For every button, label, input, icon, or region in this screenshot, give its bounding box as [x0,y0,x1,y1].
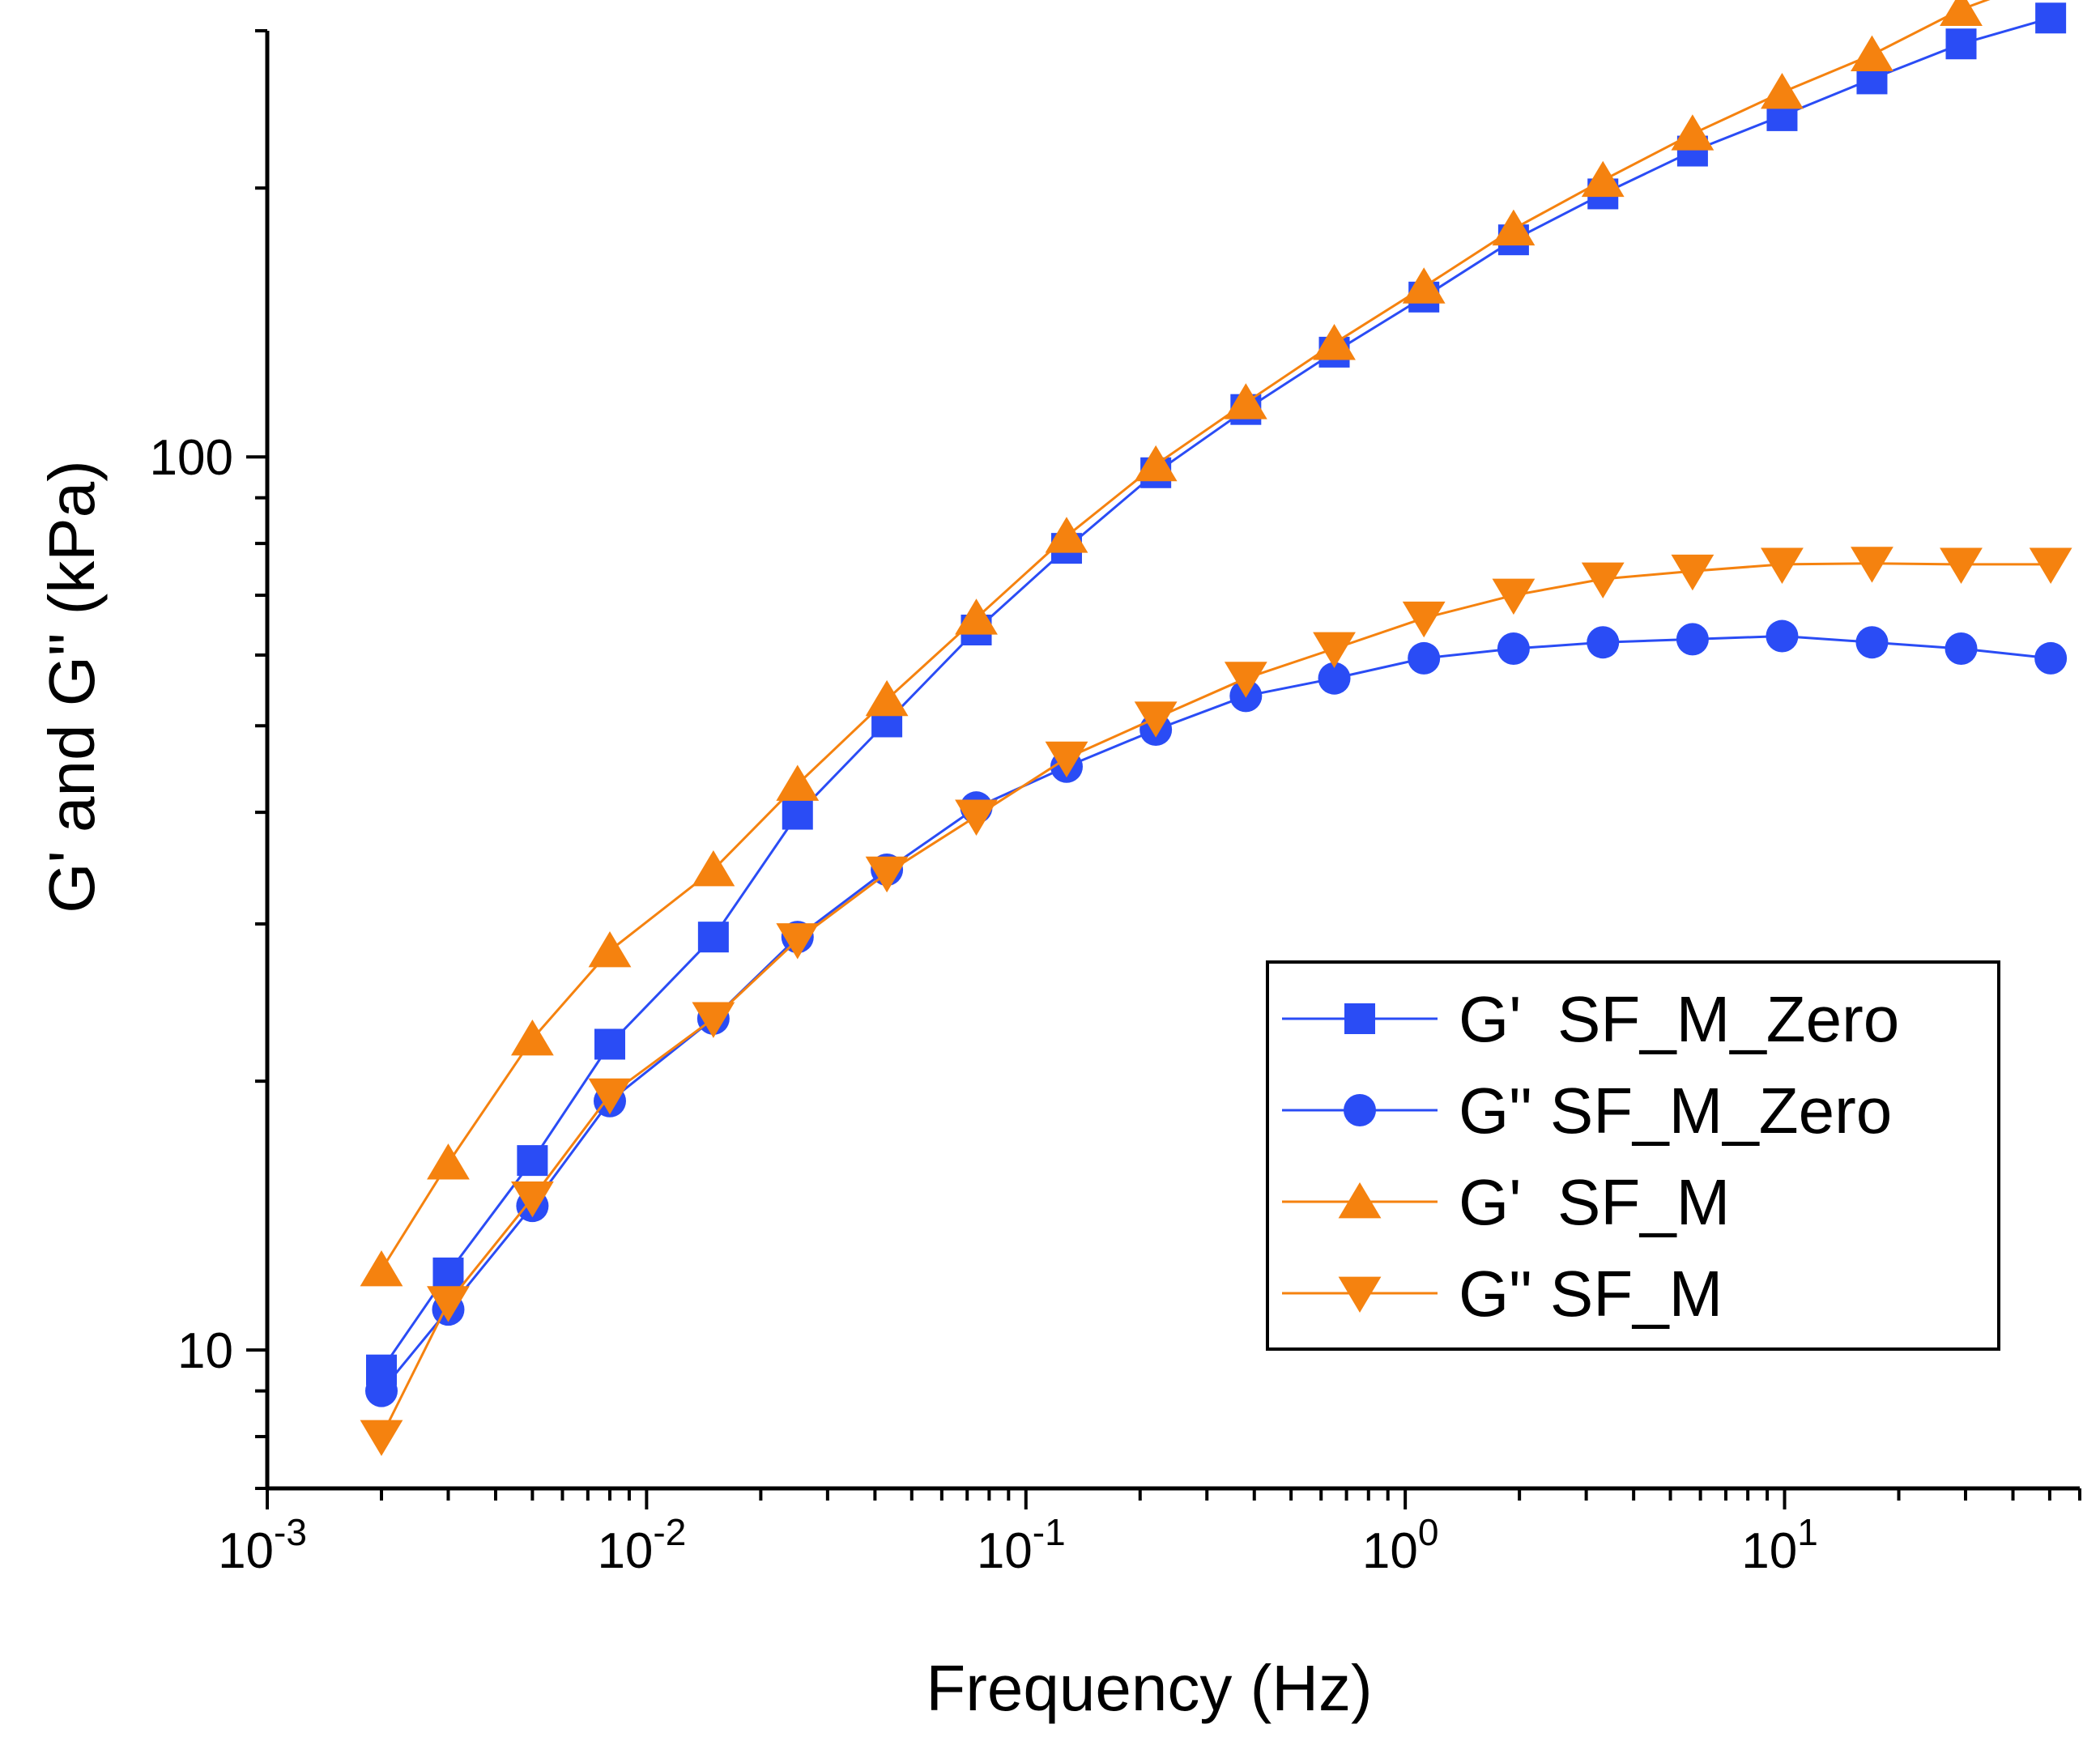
data-point [865,679,909,717]
data-point [2035,2,2067,34]
x-tick-label: 101 [1741,1511,1818,1579]
x-tick-label: 10-3 [218,1511,307,1579]
data-point [2029,547,2072,584]
legend: G' SF_M_Zero G" SF_M_Zero G' SF_M G" SF_M [1266,960,2000,1351]
legend-marker [1344,1094,1376,1126]
data-point [692,849,735,887]
legend-label: G" SF_M [1459,1258,1723,1330]
data-point [1224,662,1267,698]
data-point [697,922,729,953]
x-axis-title: Frequency (Hz) [926,1652,1372,1724]
data-point [1761,72,1804,109]
data-point [1581,562,1625,598]
data-point [782,798,813,830]
y-tick-label: 10 [177,1323,233,1379]
data-point [1402,267,1446,304]
series-4 [360,547,2072,1457]
legend-box [1266,960,2000,1351]
legend-label: G" SF_M_Zero [1459,1075,1892,1147]
series-3 [360,0,1991,1287]
data-point [1940,0,1983,26]
data-point [1045,517,1088,553]
data-point [427,1286,470,1322]
data-point [1492,578,1536,615]
series-2 [364,619,2068,1407]
data-point [1671,554,1715,591]
x-tick-label: 100 [1362,1511,1439,1579]
legend-label: G' SF_M_Zero [1459,983,1899,1055]
data-point [1945,632,1978,665]
data-point [588,1078,632,1115]
data-point [432,1257,464,1288]
data-point [360,1420,403,1457]
data-point [1224,383,1267,419]
data-point [955,799,998,836]
data-point [594,1028,625,1060]
data-point [364,1374,398,1407]
series-1 [365,2,2067,1386]
data-point [588,930,632,968]
legend-entry: G' SF_M_Zero [1282,983,1899,1055]
data-point [1318,662,1351,695]
data-point [1945,28,1977,60]
data-point [865,856,909,893]
data-point [1581,160,1625,198]
data-point [1761,547,1804,584]
data-point [1766,619,1799,653]
plot-series [360,0,2072,1457]
data-point [1492,209,1536,246]
data-point [1045,741,1088,778]
data-point [2034,641,2068,675]
x-tick-label: 10-2 [597,1511,686,1579]
legend-entry: G' SF_M [1282,1166,1730,1238]
data-point [776,923,820,960]
data-point [360,1250,403,1287]
axes: 10-3 10-2 10-1 100 101 10 100 Frequency (Hz) G' … [36,29,2081,1724]
data-point [1497,632,1530,665]
data-point [692,1002,735,1038]
data-point [1408,641,1441,675]
data-point [1402,601,1446,638]
data-point [776,764,820,801]
data-point [1134,445,1178,482]
data-point [1855,626,1889,659]
data-point [427,1143,470,1180]
data-point [1587,626,1620,659]
data-point [955,598,998,635]
data-point [1134,701,1178,738]
legend-marker [1338,1182,1382,1219]
data-point [1851,547,1893,583]
data-point [1676,623,1709,656]
data-point [1851,35,1893,72]
data-point [517,1145,548,1177]
data-point [1671,114,1715,151]
legend-entry: G" SF_M_Zero [1282,1075,1892,1147]
data-point [1313,632,1356,668]
data-point [1940,547,1983,584]
x-tick-label: 10-1 [977,1511,1066,1579]
legend-marker [1338,1276,1382,1313]
data-point [1313,324,1356,360]
data-point [510,1020,554,1056]
y-axis-title: G' and G" (kPa) [36,460,108,913]
data-point [510,1181,554,1218]
legend-entry: G" SF_M [1282,1258,1723,1330]
y-tick-label: 100 [150,430,233,486]
legend-marker [1344,1003,1375,1034]
legend-label: G' SF_M [1459,1166,1730,1238]
